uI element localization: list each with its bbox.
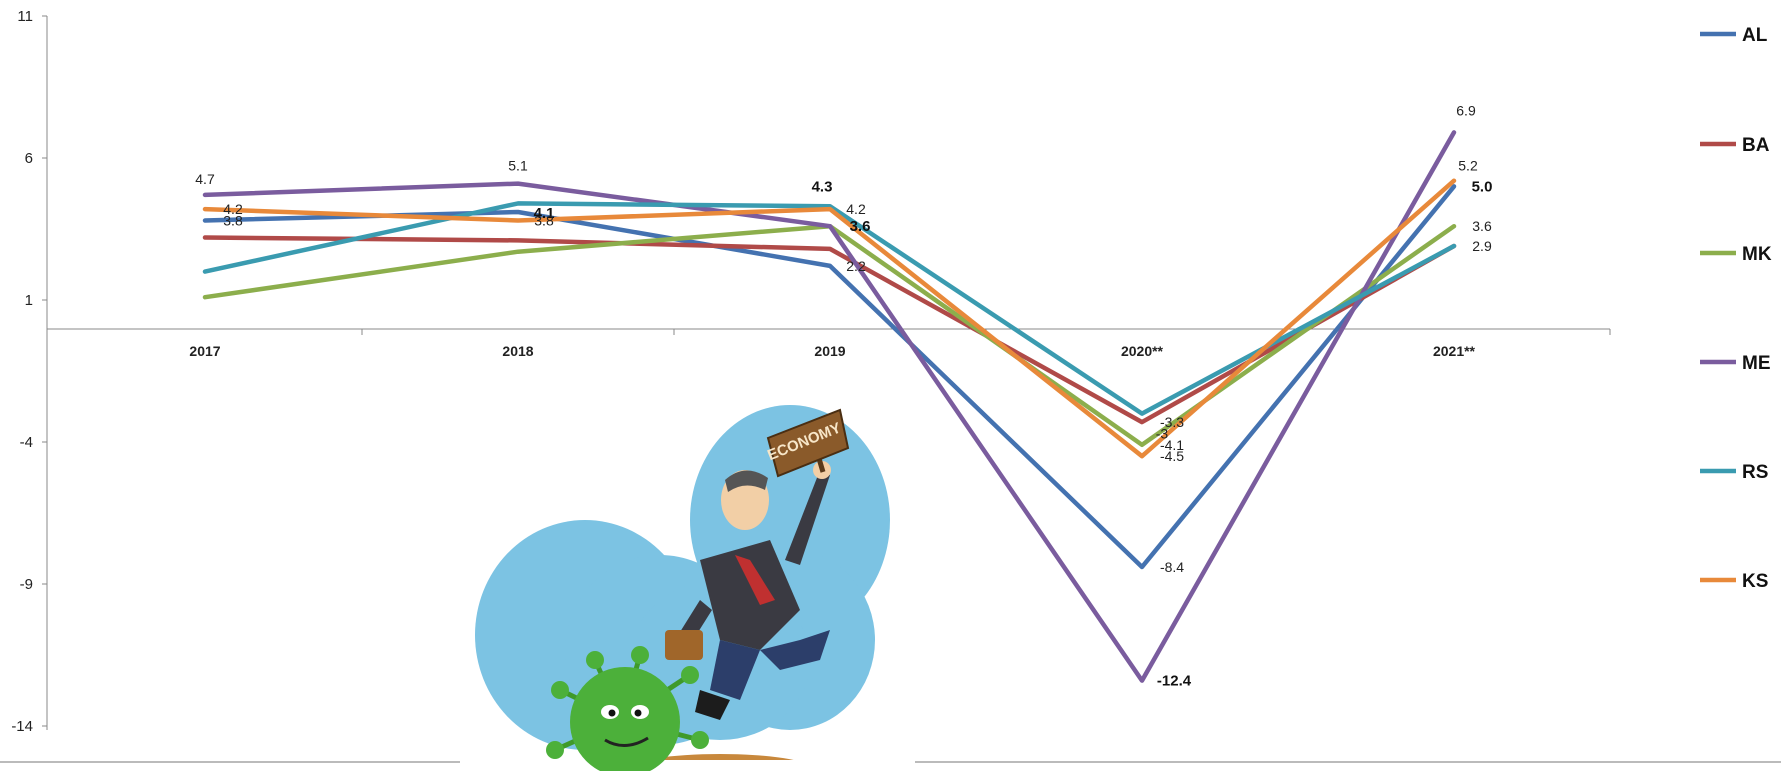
y-tick-label: 1 (25, 292, 33, 309)
x-category-label: 2018 (502, 343, 533, 359)
data-label: 5.2 (1458, 158, 1478, 174)
legend-label-al: AL (1742, 25, 1768, 46)
legend-label-ks: KS (1742, 571, 1768, 592)
data-labels: 4.74.23.85.14.13.84.34.23.62.2-3.3-3-4.1… (195, 102, 1492, 689)
data-label: -4.5 (1160, 448, 1184, 464)
y-tick-label: -4 (20, 434, 33, 451)
data-label: 4.3 (812, 178, 833, 195)
y-tick-label: -14 (11, 718, 33, 735)
data-label: 4.7 (195, 171, 215, 187)
data-label: 4.2 (223, 201, 243, 217)
data-label: 3.6 (850, 218, 871, 235)
data-label: 3.6 (1472, 218, 1492, 234)
data-label: 2.2 (846, 258, 866, 274)
y-tick-label: 6 (25, 150, 33, 167)
legend: AL BA MK ME RS KS (1700, 25, 1772, 592)
data-label: -8.4 (1160, 559, 1184, 575)
data-label: -12.4 (1157, 673, 1192, 690)
legend-label-me: ME (1742, 353, 1771, 374)
y-tick-label: -9 (20, 576, 33, 593)
legend-label-ba: BA (1742, 135, 1770, 156)
series-line-rs (202, 201, 1457, 416)
data-label: 6.9 (1456, 102, 1476, 118)
x-category-label: 2020** (1121, 343, 1164, 359)
x-category-label: 2019 (814, 343, 845, 359)
data-label: 5.0 (1472, 178, 1493, 195)
economy-cartoon-illustration: ECONOMY (460, 405, 915, 771)
data-label: 4.1 (534, 205, 555, 222)
data-label: 2.9 (1472, 238, 1492, 254)
series-layer (202, 130, 1457, 683)
y-tick-label: 11 (17, 8, 33, 25)
data-label: 5.1 (508, 158, 528, 174)
image-baseline (460, 760, 915, 771)
data-label: -4.1 (1160, 437, 1184, 453)
businessman-figure (665, 461, 831, 720)
data-label: 3.8 (223, 212, 243, 228)
series-line-me (202, 130, 1457, 683)
y-axis: 11 6 1 -4 -9 -14 (11, 8, 48, 735)
data-label: 3.8 (534, 212, 554, 228)
data-label: -3 (1156, 425, 1169, 441)
virus-creature (546, 646, 709, 771)
legend-label-rs: RS (1742, 462, 1768, 483)
x-axis: 2017 2018 2019 2020** 2021** (46, 328, 1611, 359)
x-category-label: 2021** (1433, 343, 1476, 359)
series-line-ks (202, 178, 1457, 459)
data-label: 4.2 (846, 201, 866, 217)
data-label: -3.3 (1160, 414, 1184, 430)
legend-label-mk: MK (1742, 244, 1772, 265)
x-category-label: 2017 (189, 343, 220, 359)
